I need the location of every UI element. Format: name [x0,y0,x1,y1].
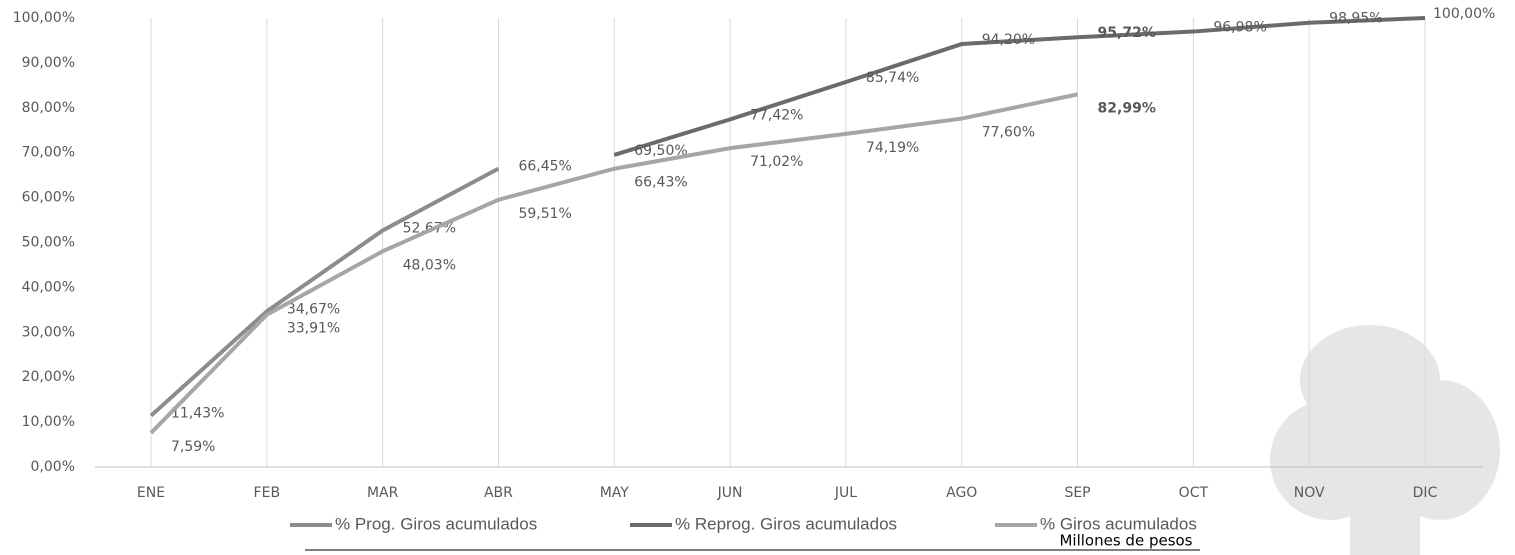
y-tick-label: 80,00% [22,100,75,116]
watermark [1270,325,1500,555]
data-label: 66,45% [518,159,571,175]
data-label: 66,43% [634,175,687,191]
data-label: 77,60% [982,125,1035,141]
y-tick-label: 70,00% [22,145,75,161]
data-label: 34,67% [287,301,340,317]
y-tick-label: 60,00% [22,190,75,206]
data-label: 7,59% [171,439,215,455]
y-tick-label: 0,00% [31,459,75,475]
series-line [613,16,1426,157]
x-tick-label: DIC [1413,485,1438,501]
x-tick-label: ABR [484,485,513,501]
data-label: 94,20% [982,32,1035,48]
y-tick-label: 20,00% [22,369,75,385]
data-label: 48,03% [403,257,456,273]
data-label: 100,00% [1433,6,1495,22]
legend-text: % Giros acumulados [1040,514,1197,533]
y-tick-label: 10,00% [22,414,75,430]
data-label: 69,50% [634,143,687,159]
y-tick-label: 90,00% [22,55,75,71]
x-tick-label: OCT [1179,485,1209,501]
x-tick-label: ENE [137,485,165,501]
data-label: 82,99% [1098,100,1156,116]
y-tick-label: 100,00% [13,10,75,26]
data-label: 96,98% [1213,20,1266,36]
legend-text: % Prog. Giros acumulados [335,514,537,533]
x-tick-label: SEP [1064,485,1090,501]
y-tick-label: 30,00% [22,324,75,340]
data-label: 95,72% [1098,25,1156,41]
data-label: 77,42% [750,107,803,123]
series-line [149,92,1078,435]
y-tick-label: 40,00% [22,279,75,295]
x-tick-label: NOV [1294,485,1325,501]
note: Millones de pesos [1059,532,1192,550]
data-label: 59,51% [518,206,571,222]
data-label: 98,95% [1329,11,1382,27]
x-tick-label: JUN [717,485,743,501]
data-label: 85,74% [866,70,919,86]
data-label: 11,43% [171,406,224,422]
legend-text: % Reprog. Giros acumulados [675,514,897,533]
x-tick-label: AGO [946,485,977,501]
y-tick-label: 50,00% [22,235,75,251]
x-tick-label: FEB [254,485,281,501]
data-label: 71,02% [750,154,803,170]
x-tick-label: MAR [367,485,399,501]
x-tick-label: JUL [834,485,857,501]
series-line [149,166,500,418]
x-tick-label: MAY [600,485,630,501]
data-label: 74,19% [866,140,919,156]
data-label: 33,91% [287,321,340,337]
